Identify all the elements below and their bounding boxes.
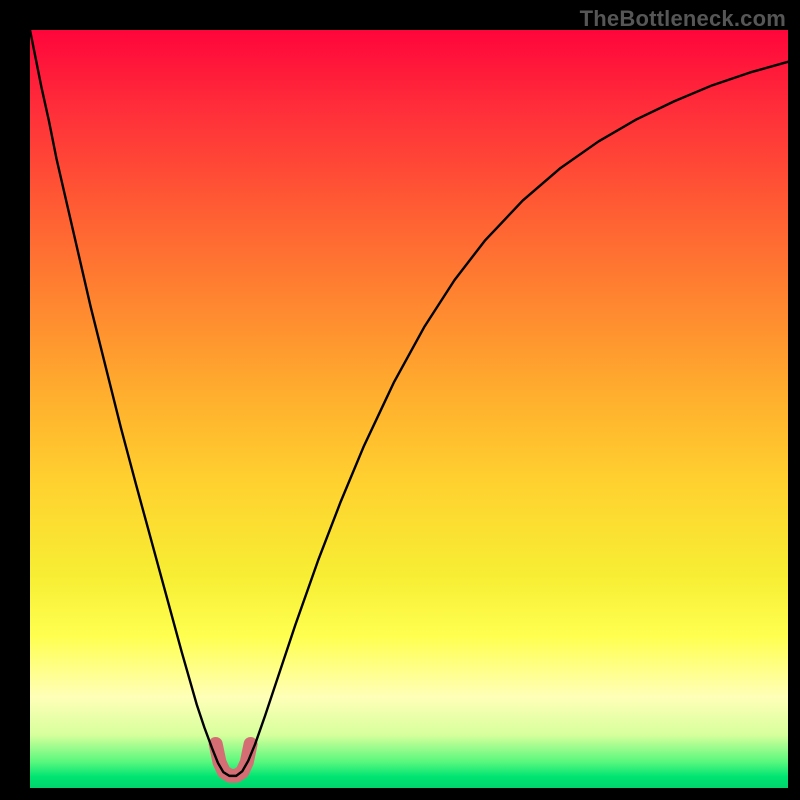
bottleneck-chart — [0, 0, 800, 800]
watermark-text: TheBottleneck.com — [580, 6, 786, 32]
chart-frame: TheBottleneck.com — [0, 0, 800, 800]
gradient-background — [30, 30, 788, 788]
